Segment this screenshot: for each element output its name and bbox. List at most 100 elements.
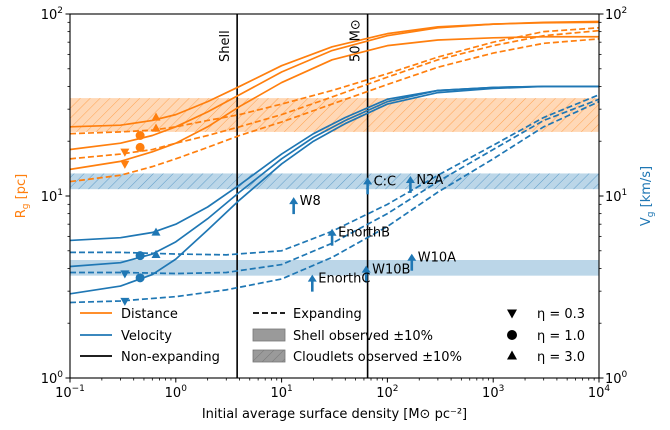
y-tick-exp: 1: [622, 188, 628, 198]
x-tick-base: 10: [376, 386, 393, 401]
plot-area: [70, 14, 599, 378]
series-velocity-dashed-11: [70, 100, 599, 304]
marker-circle-2: [135, 142, 145, 152]
band-shell-2: [70, 259, 599, 276]
series-velocity-solid-8: [70, 85, 599, 295]
legend-eta-marker-1: [507, 330, 517, 340]
y-tick-base: 10: [605, 372, 622, 387]
series-distance-dashed-4: [70, 29, 599, 160]
marker-circle-9: [135, 251, 145, 261]
y-tick-exp: 1: [57, 188, 63, 198]
x-tick-exp: 3: [499, 384, 505, 394]
marker-triangle-down-1: [120, 148, 130, 157]
x-tick-label: 101: [270, 384, 292, 401]
axes: Shell 50 M⊙ C:C N2A W8 EnorthB W10A W10BEnorthC…: [14, 6, 656, 422]
annotation-arrowhead-3: [327, 228, 337, 236]
legend-label-1: Velocity: [121, 329, 172, 344]
x-tick-label: 103: [482, 384, 504, 401]
legend-eta-label-2: η = 3.0: [537, 350, 585, 365]
y-label-left-unit: [pc]: [14, 174, 29, 204]
x-tick-base: 10: [588, 386, 605, 401]
legend-style-label-2: Cloudlets observed ±10%: [293, 350, 462, 365]
legend: Distance Velocity Non-expanding Expanding Sh…: [80, 307, 585, 365]
x-tick-exp: 0: [181, 384, 187, 394]
x-tick-base: 10: [55, 386, 72, 401]
legend-style-label-1: Shell observed ±10%: [293, 329, 433, 344]
x-axis-label: Initial average surface density [M⊙ pc⁻²…: [202, 407, 467, 422]
y-label-right-main: V: [639, 217, 654, 226]
annotation-label-5: W10B: [372, 263, 410, 278]
y-label-right-unit: [km/s]: [639, 166, 654, 212]
y-tick-base: 10: [41, 372, 58, 387]
y-axis-label-left: Rg [pc]: [14, 174, 31, 218]
legend-eta-label-1: η = 1.0: [537, 329, 585, 344]
y-tick-base: 10: [41, 8, 58, 23]
x-tick-base: 10: [165, 386, 182, 401]
y-tick-exp: 2: [622, 6, 628, 16]
y-tick-label-right: 101: [605, 188, 627, 205]
y-label-right-sub: g: [646, 212, 656, 218]
y-label-left-main: R: [14, 209, 29, 218]
y-tick-exp: 2: [57, 6, 63, 16]
legend-eta-marker-0: [507, 309, 517, 319]
annotation-arrowhead-4: [407, 253, 417, 261]
x-tick-label: 104: [588, 384, 611, 401]
series-distance-solid-1: [70, 20, 599, 151]
annotation-label-6: EnorthC: [318, 272, 370, 287]
x-tick-label: 102: [376, 384, 398, 401]
legend-swatch-1: [252, 328, 286, 342]
y-tick-base: 10: [41, 190, 58, 205]
marker-triangle-up-11: [151, 227, 161, 236]
x-tick-base: 10: [270, 386, 287, 401]
annotation-label-3: EnorthB: [338, 226, 390, 241]
y-label-left-sub: g: [21, 203, 31, 209]
annotation-arrowhead-2: [289, 197, 299, 205]
plot-frame: [69, 13, 600, 379]
series-distance-solid-2: [70, 35, 599, 171]
marker-triangle-down-7: [120, 270, 130, 279]
x-tick-base: 10: [482, 386, 499, 401]
y-tick-exp: 0: [57, 370, 63, 380]
y-tick-label-right: 100: [605, 370, 628, 387]
x-tick-exp: 1: [287, 384, 293, 394]
y-tick-exp: 0: [622, 370, 628, 380]
x-tick-exp: 4: [604, 384, 610, 394]
x-tick-exp: 2: [393, 384, 399, 394]
annotation-arrowhead-5: [361, 265, 371, 273]
annotation-label-0: C:C: [374, 174, 397, 189]
annotation-arrowhead-0: [363, 177, 373, 185]
annotation-arrowhead-6: [307, 274, 317, 282]
annotation-label-2: W8: [300, 194, 321, 209]
marker-triangle-up-4: [151, 123, 161, 132]
marker-triangle-up-5: [151, 112, 161, 121]
band-hatch-1: [70, 173, 599, 190]
y-axis-label-right: Vg [km/s]: [639, 166, 656, 226]
x-tick-label: 10−1: [55, 384, 85, 401]
x-tick-label: 100: [165, 384, 188, 401]
legend-eta-marker-2: [507, 350, 517, 360]
marker-triangle-down-6: [120, 297, 130, 306]
legend-label-2: Non-expanding: [121, 350, 220, 365]
vline-label-0: Shell: [218, 30, 233, 62]
y-tick-label-left: 101: [41, 188, 63, 205]
marker-circle-3: [135, 130, 145, 140]
legend-label-0: Distance: [121, 307, 178, 322]
y-tick-label-left: 100: [41, 370, 64, 387]
y-tick-label-left: 102: [41, 6, 63, 23]
y-tick-base: 10: [605, 190, 622, 205]
y-tick-label-right: 102: [605, 6, 627, 23]
marker-circle-8: [135, 273, 145, 283]
annotation-label-4: W10A: [418, 251, 456, 266]
annotation-label-1: N2A: [416, 173, 443, 188]
vline-label-1: 50 M⊙: [349, 19, 364, 62]
x-tick-exp: −1: [72, 384, 85, 394]
series-distance-dashed-5: [70, 38, 599, 183]
legend-style-label-0: Expanding: [293, 307, 362, 322]
y-tick-base: 10: [605, 8, 622, 23]
marker-triangle-down-0: [120, 160, 130, 169]
marker-triangle-up-10: [151, 249, 161, 258]
annotation-arrowhead-1: [405, 175, 415, 183]
legend-hatch-2: [253, 350, 285, 362]
legend-eta-label-0: η = 0.3: [537, 307, 585, 322]
